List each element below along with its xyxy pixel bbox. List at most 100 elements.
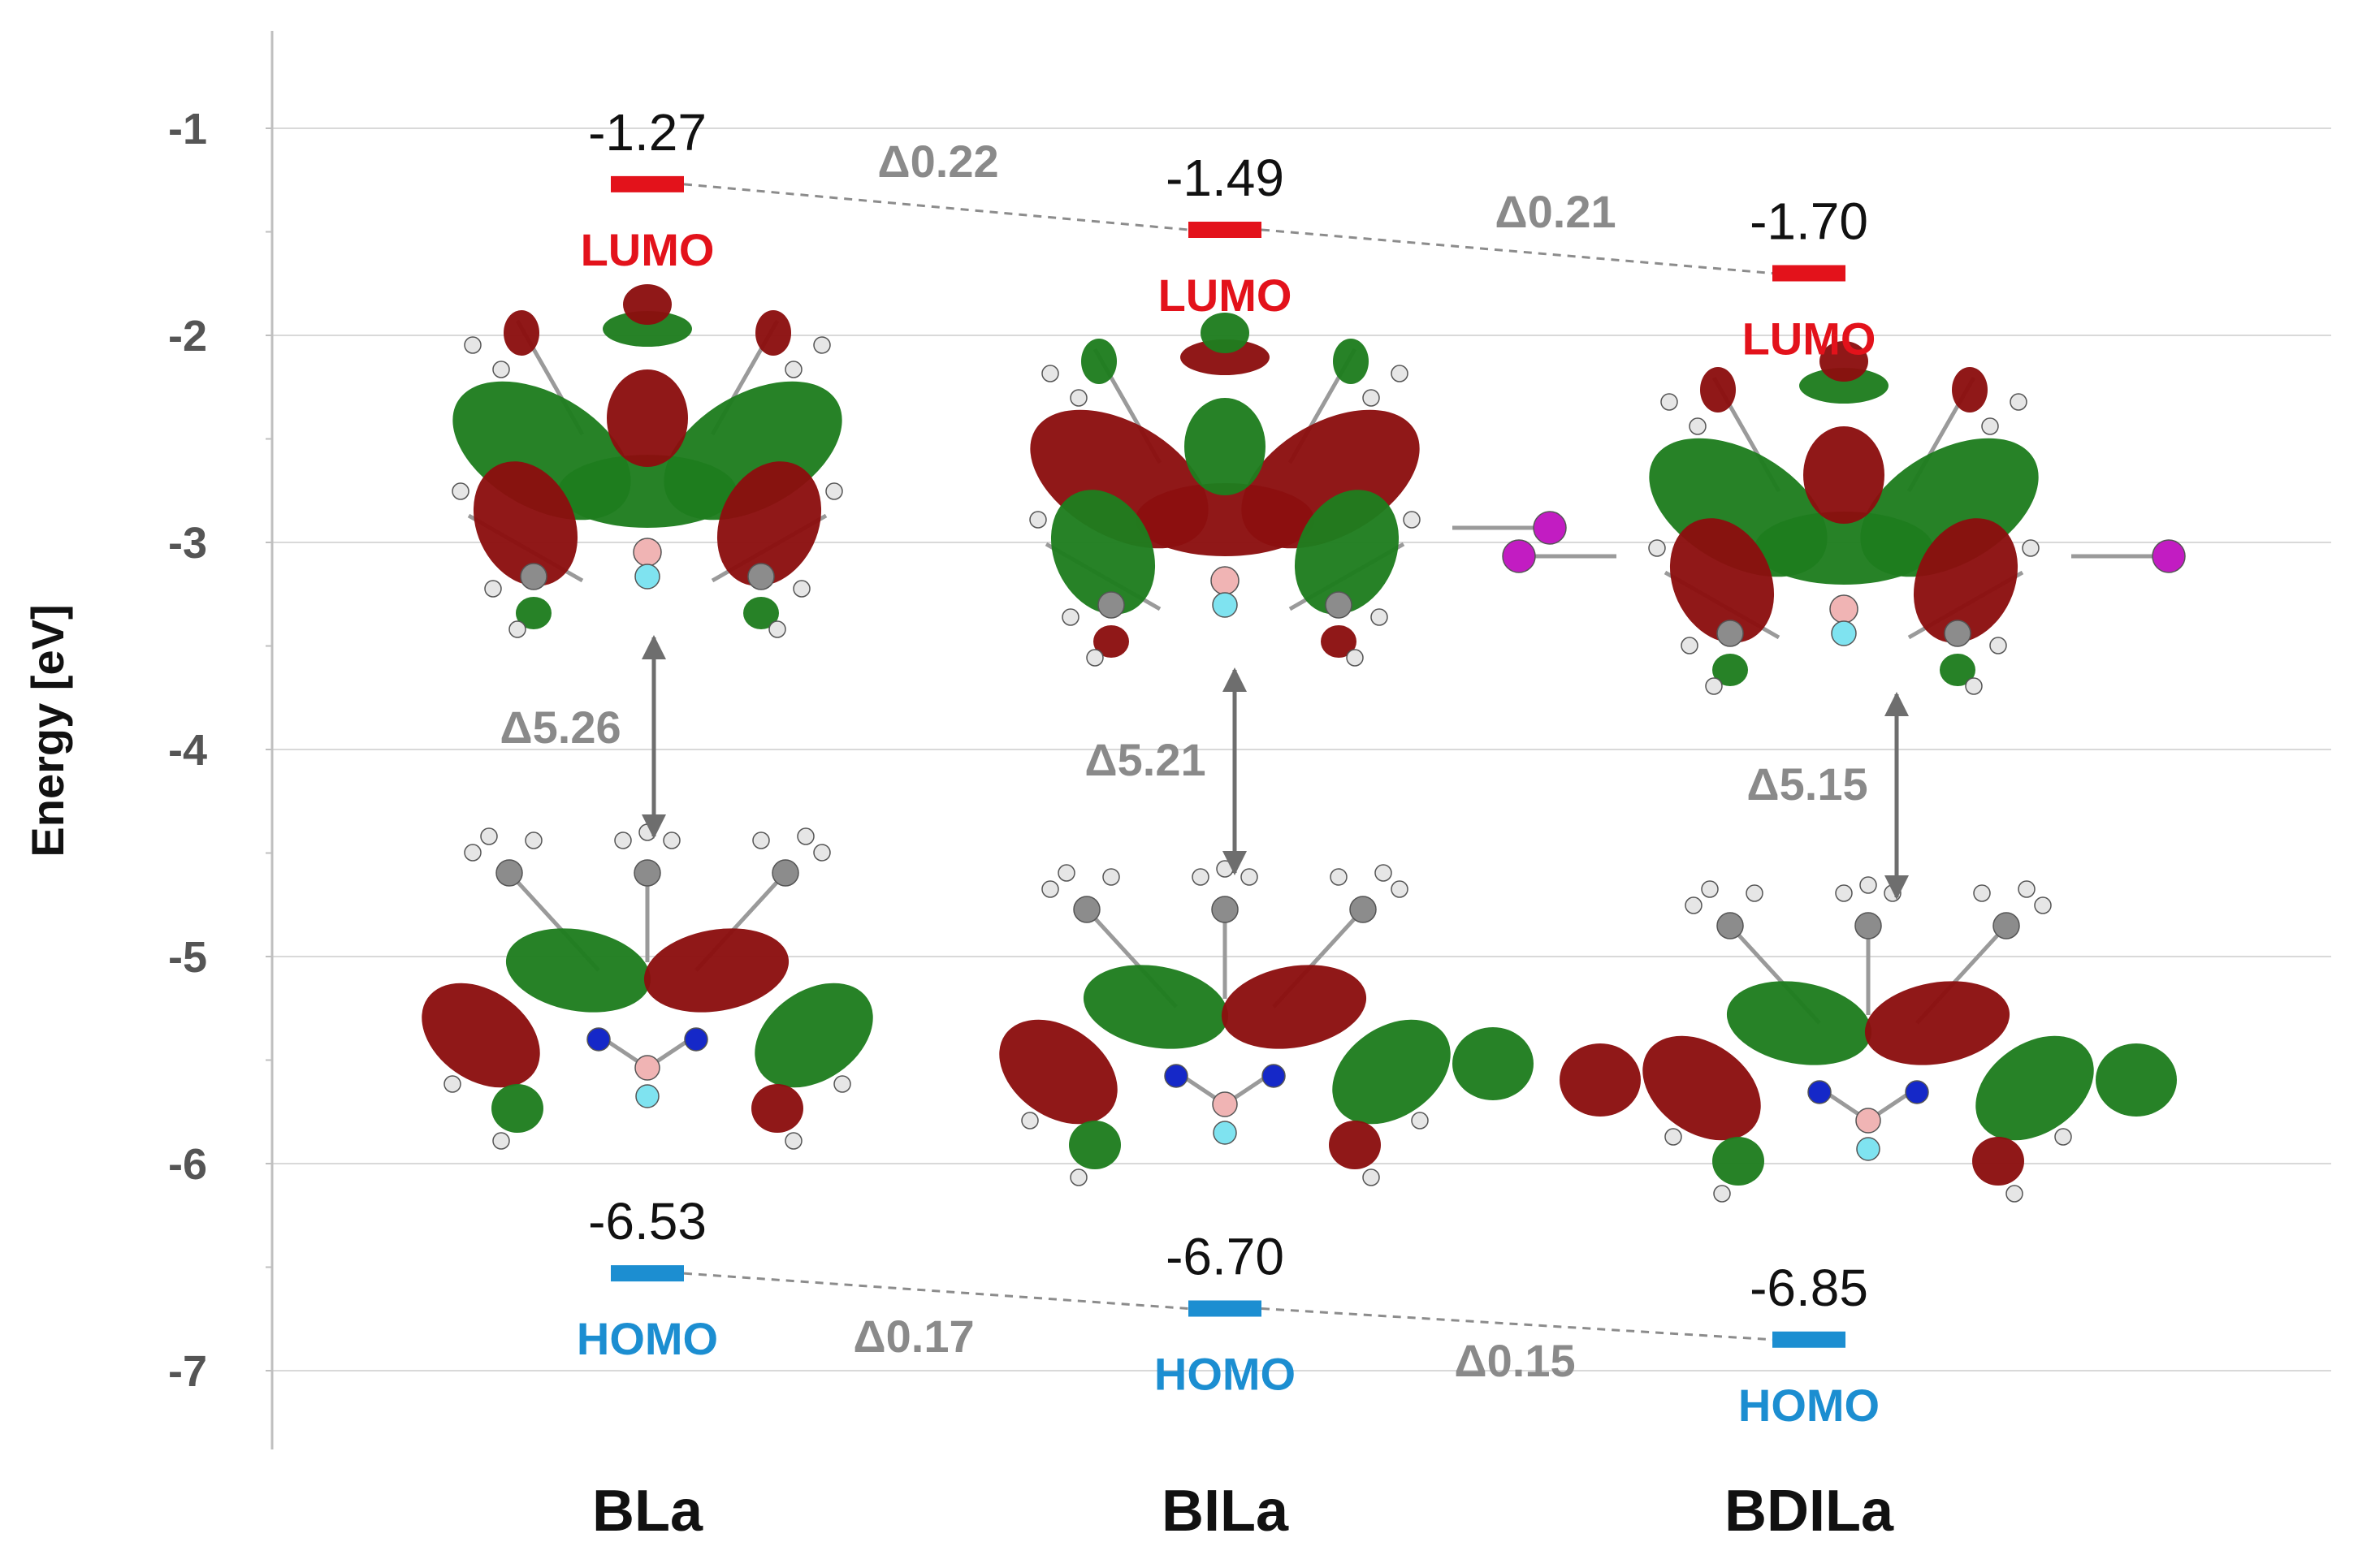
- homo-orbital-label: HOMO: [1738, 1380, 1880, 1431]
- atom: [785, 1132, 803, 1150]
- atom: [1349, 896, 1377, 923]
- lumo-orbital-label: LUMO: [1158, 270, 1292, 321]
- orbital-lobe: [755, 310, 791, 356]
- level-connector: [683, 1272, 1189, 1310]
- atom: [1685, 896, 1703, 914]
- atom: [1062, 608, 1079, 626]
- atom: [492, 361, 510, 378]
- orbital-lobe: [1799, 368, 1889, 404]
- atom: [1391, 880, 1408, 898]
- orbital-lobe: [504, 310, 539, 356]
- atom: [797, 827, 815, 845]
- atom: [1261, 1064, 1286, 1088]
- category-label: BILa: [1162, 1479, 1289, 1544]
- atom: [634, 859, 661, 887]
- atom: [1391, 365, 1408, 382]
- atom: [1070, 389, 1088, 407]
- category-label: BLa: [592, 1479, 703, 1544]
- homo-orbital-plot: [1560, 876, 2177, 1203]
- atom: [1992, 912, 2020, 940]
- atom: [635, 1084, 660, 1108]
- atom: [2005, 1185, 2023, 1203]
- orbital-lobe: [516, 597, 552, 629]
- orbital-lobe: [1201, 313, 1249, 353]
- orbital-lobe: [1050, 490, 1156, 615]
- orbital-lobe: [1972, 1137, 2024, 1186]
- orbital-lobe: [1221, 965, 1367, 1049]
- orbital-lobe: [623, 284, 672, 325]
- atom: [768, 620, 786, 638]
- atom: [1905, 1080, 1929, 1104]
- atom: [1346, 649, 1364, 667]
- atom: [1854, 912, 1882, 940]
- lumo-value-label: -1.27: [588, 103, 707, 162]
- atom: [785, 361, 803, 378]
- level-connector: [1261, 228, 1773, 274]
- orbital-lobe: [603, 311, 692, 347]
- orbital-lobe: [1321, 625, 1356, 658]
- atom: [634, 564, 660, 590]
- atom: [1502, 539, 1536, 573]
- lumo-value-label: -1.70: [1750, 192, 1868, 251]
- y-tick-label: -2: [168, 312, 207, 361]
- atom: [614, 832, 632, 849]
- atom: [1216, 860, 1234, 878]
- orbital-lobe: [491, 1084, 543, 1133]
- atom: [1807, 1080, 1832, 1104]
- y-tick-label: -4: [168, 726, 207, 775]
- atom: [1705, 677, 1723, 695]
- atom: [1213, 1121, 1237, 1145]
- atom: [634, 1055, 660, 1081]
- atom: [1981, 417, 1999, 435]
- atom: [1713, 1185, 1731, 1203]
- level-connector: [683, 183, 1189, 231]
- atom: [495, 859, 523, 887]
- atom: [1097, 591, 1125, 619]
- atom: [1411, 1112, 1429, 1130]
- homo-shift-label: Δ0.17: [853, 1311, 974, 1362]
- orbital-lobe: [716, 461, 822, 586]
- homo-value-label: -6.53: [588, 1192, 707, 1251]
- atom: [480, 827, 498, 845]
- y-tick-label: -1: [168, 105, 207, 153]
- atom: [1192, 868, 1209, 886]
- atom: [484, 580, 502, 598]
- orbital-lobe: [1940, 654, 1975, 686]
- orbital-lobe: [1329, 1121, 1381, 1169]
- atom: [1664, 1128, 1682, 1146]
- atom: [1855, 1108, 1881, 1134]
- homo-value-label: -6.85: [1750, 1259, 1868, 1317]
- orbital-lobe: [1754, 512, 1933, 585]
- atom: [833, 1075, 851, 1093]
- atom: [1716, 620, 1744, 647]
- lumo-orbital-plot: [452, 284, 843, 638]
- orbital-lobe: [505, 928, 651, 1013]
- atom: [1374, 864, 1392, 882]
- atom: [1070, 1168, 1088, 1186]
- atom: [2034, 896, 2052, 914]
- y-tick-label: -5: [168, 933, 207, 982]
- atom: [1403, 511, 1421, 529]
- atom: [452, 482, 469, 500]
- atom: [1681, 637, 1698, 654]
- orbital-lobe: [1081, 339, 1117, 384]
- atom: [1965, 677, 1983, 695]
- atom: [1102, 868, 1120, 886]
- gap-label: Δ5.21: [1084, 734, 1205, 785]
- lumo-orbital-label: LUMO: [1742, 313, 1876, 365]
- y-tick-label: -3: [168, 519, 207, 568]
- atom: [1701, 880, 1719, 898]
- orbital-lobe: [1452, 1027, 1534, 1100]
- atom: [586, 1027, 611, 1052]
- orbital-lobe: [607, 369, 688, 467]
- atom: [1362, 1168, 1380, 1186]
- atom: [663, 832, 681, 849]
- y-tick-label: -6: [168, 1140, 207, 1189]
- orbital-lobe: [1975, 1035, 2094, 1141]
- gap-label: Δ5.15: [1746, 758, 1867, 810]
- atom: [508, 620, 526, 638]
- homo-shift-label: Δ0.15: [1454, 1335, 1575, 1386]
- energy-levels: -1.27 LUMO -6.53 HOMO BLa -1.49 LUMO -6.70 HOMO B…: [500, 103, 1909, 1544]
- atom: [1716, 912, 1744, 940]
